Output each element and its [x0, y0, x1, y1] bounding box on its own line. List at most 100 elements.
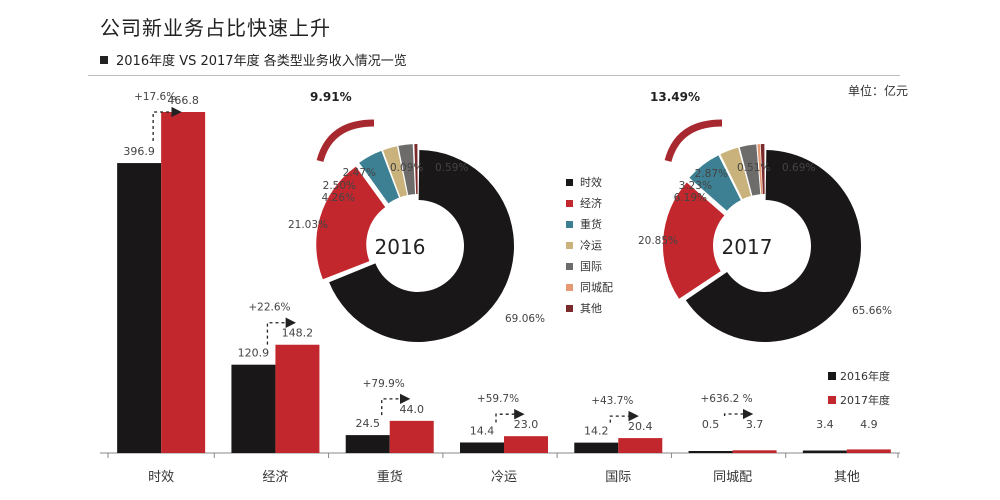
donut-pct-label: 0.09%: [390, 162, 423, 174]
donut-legend-label: 经济: [580, 196, 602, 210]
donut-legend-label: 其他: [580, 302, 602, 315]
donut-center-label: 2017: [722, 235, 773, 259]
legend-swatch-2016: [828, 372, 836, 380]
donut-slice-2016: [398, 144, 416, 195]
unit-label: 单位：亿元: [848, 84, 909, 98]
donut-legend-swatch: [566, 305, 573, 312]
growth-arrow-icon: [609, 410, 639, 423]
value-label-2016: 3.4: [816, 418, 834, 431]
donut-pct-label: 21.03%: [288, 219, 328, 231]
category-label: 其他: [834, 470, 860, 485]
donut-legend-swatch: [566, 284, 573, 291]
value-label-2017: 4.9: [860, 418, 878, 431]
bar-2017: [732, 450, 777, 453]
value-label-2017: 466.8: [167, 94, 199, 107]
donut-legend-swatch: [566, 179, 573, 186]
donut-pct-label: 2.87%: [695, 168, 728, 180]
value-label-2016: 0.5: [702, 418, 720, 431]
donut-legend-swatch: [566, 221, 573, 228]
category-label: 同城配: [713, 470, 752, 485]
growth-label: +43.7%: [591, 395, 633, 407]
growth-arrow-icon: [266, 317, 297, 345]
growth-arrow-icon: [495, 408, 525, 423]
category-label: 重货: [377, 469, 403, 485]
bar-2016: [117, 163, 162, 454]
donut-slice-2017: [685, 150, 861, 342]
donut-pct-label: 6.19%: [674, 192, 707, 204]
growth-label: +636.2 %: [700, 393, 752, 405]
new-business-share-label: 13.49%: [650, 90, 700, 104]
donut-slice-2017: [720, 147, 752, 200]
donut-slice-2017: [663, 182, 725, 299]
donut-pct-label: 4.26%: [322, 192, 355, 204]
subtitle-text: 2016年度 VS 2017年度 各类型业务收入情况一览: [116, 54, 407, 69]
donut-pct-label: 2.47%: [343, 167, 376, 179]
growth-label: +17.6%: [134, 91, 176, 103]
bar-2017: [389, 420, 434, 453]
donut-pct-label: 0.51%: [737, 162, 770, 174]
bar-2017: [161, 112, 206, 453]
bar-2016: [802, 450, 847, 453]
donut-legend-label: 同城配: [580, 281, 613, 294]
donut-slice-2016: [329, 150, 515, 342]
donut-slice-2016: [382, 146, 408, 198]
donut-pct-label: 2.50%: [323, 180, 356, 192]
bar-2016: [688, 451, 733, 453]
donut-slice-2017: [757, 144, 763, 195]
growth-label: +59.7%: [477, 393, 519, 405]
category-label: 国际: [605, 470, 631, 485]
donut-legend-label: 冷运: [580, 239, 602, 252]
value-label-2017: 3.7: [746, 418, 764, 431]
donut-hole: [721, 202, 809, 290]
category-label: 时效: [148, 470, 174, 485]
title-divider: [88, 75, 900, 76]
category-label: 经济: [262, 470, 288, 485]
bar-2016: [345, 435, 390, 453]
donut-legend-swatch: [566, 242, 573, 249]
donut-pct-label: 0.59%: [435, 162, 468, 174]
bar-2017: [275, 344, 320, 453]
value-label-2017: 23.0: [514, 418, 539, 431]
donut-pct-label: 20.85%: [638, 235, 678, 247]
bar-2016: [231, 364, 276, 453]
donut-slice-2016: [316, 166, 386, 280]
growth-arrow-icon: [723, 408, 754, 420]
value-label-2016: 24.5: [355, 417, 380, 430]
donut-slice-2016: [413, 144, 416, 195]
bar-2017: [504, 436, 548, 453]
new-business-share-label: 9.91%: [310, 90, 352, 104]
value-label-2016: 14.2: [584, 425, 609, 438]
donut-slice-2017: [760, 144, 765, 195]
growth-label: +22.6%: [248, 302, 290, 314]
value-label-2017: 44.0: [399, 403, 424, 416]
bar-2017: [846, 449, 891, 453]
donut-pct-label: 3.23%: [679, 180, 712, 192]
new-business-arc-icon: [664, 119, 723, 163]
value-label-2016: 396.9: [123, 145, 155, 158]
page-title: 公司新业务占比快速上升: [100, 16, 331, 40]
value-label-2017: 148.2: [282, 327, 314, 340]
bar-2016: [460, 442, 504, 453]
donut-legend-label: 时效: [580, 175, 602, 189]
bar-2017: [618, 438, 663, 453]
bullet-square-icon: [100, 56, 108, 64]
growth-label: +79.9%: [363, 378, 405, 390]
value-label-2016: 14.4: [470, 424, 495, 437]
donut-legend-label: 重货: [580, 217, 602, 231]
donut-center-label: 2016: [375, 235, 426, 259]
donut-legend-swatch: [566, 200, 573, 207]
donut-pct-label: 69.06%: [505, 313, 545, 325]
donut-slice-2016: [359, 150, 399, 204]
donut-pct-label: 0.69%: [782, 162, 815, 174]
legend-label-2016: 2016年度: [840, 369, 890, 383]
bar-2016: [574, 442, 619, 453]
legend-swatch-2017: [828, 396, 836, 404]
donut-slice-2016: [414, 144, 418, 195]
value-label-2017: 20.4: [628, 420, 653, 433]
value-label-2016: 120.9: [238, 347, 270, 360]
donut-legend-label: 国际: [580, 260, 602, 273]
donut-legend-swatch: [566, 263, 573, 270]
chart-subtitle: 2016年度 VS 2017年度 各类型业务收入情况一览: [100, 50, 407, 69]
new-business-arc-icon: [316, 119, 375, 163]
